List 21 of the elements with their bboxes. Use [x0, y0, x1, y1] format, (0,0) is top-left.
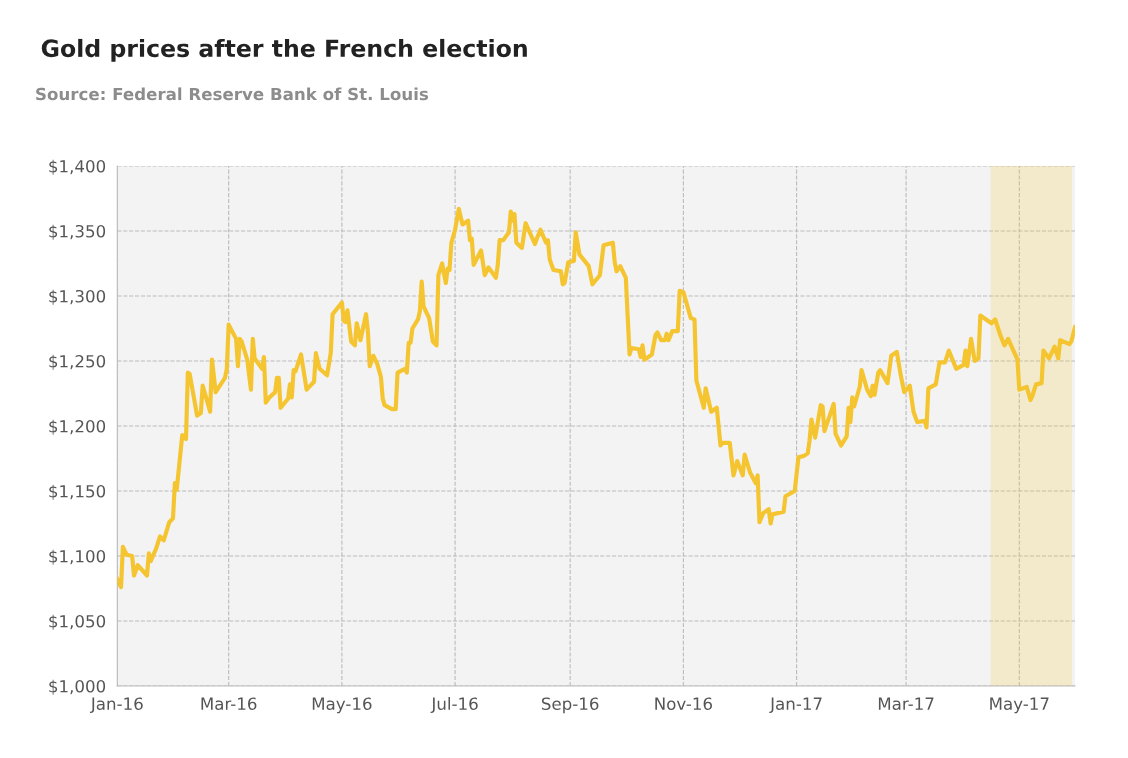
y-tick-label: $1,050	[49, 614, 106, 630]
x-tick-label: Mar-17	[878, 697, 934, 710]
x-tick-label: Jan-17	[769, 697, 822, 714]
x-tick-label: May-16	[312, 697, 372, 714]
chart-title: Gold prices after the French election	[41, 38, 527, 62]
y-tick-label: $1,250	[49, 354, 106, 370]
x-tick-label: Nov-16	[655, 697, 712, 710]
y-tick-label: $1,400	[49, 159, 106, 175]
y-tick-label: $1,000	[49, 679, 106, 695]
source-note: Source: Federal Reserve Bank of St. Louis	[36, 87, 429, 101]
y-tick-label: $1,300	[49, 289, 106, 305]
x-tick-label: Jan-16	[89, 697, 143, 714]
y-tick-label: $1,100	[49, 549, 106, 565]
x-tick-label: Mar-16	[201, 697, 257, 710]
y-tick-label: $1,350	[49, 224, 106, 240]
line-series	[117, 206, 1075, 590]
y-tick-label: $1,200	[49, 419, 106, 435]
y-tick-label: $1,150	[49, 484, 106, 500]
x-tick-label: Jul-16	[430, 697, 478, 714]
x-tick-label: May-17	[990, 697, 1049, 714]
x-tick-label: Sep-16	[541, 697, 599, 714]
